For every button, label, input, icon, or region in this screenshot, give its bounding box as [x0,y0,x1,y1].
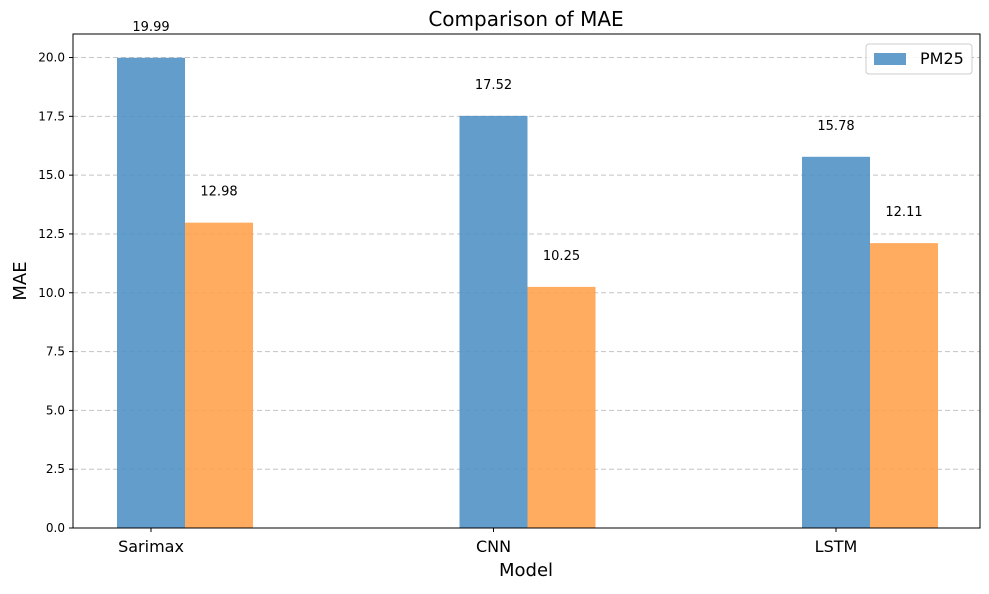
y-tick-label: 17.5 [38,109,65,123]
legend-label: PM25 [920,49,964,68]
y-tick-label: 10.0 [38,286,65,300]
legend-box [865,43,973,75]
axes: 0.0 2.5 5.0 7.5 10.0 12.5 15.0 17.5 20.0 Sarimax C… [38,33,981,556]
y-axis-label: MAE [10,261,31,300]
y-tick-label: 7.5 [46,345,65,359]
bar-cnn-series-1 [459,115,528,528]
x-tick-label: LSTM [815,537,858,556]
legend: PM25 [865,43,973,75]
y-tick-label: 2.5 [46,462,65,476]
y-tick-label: 15.0 [38,168,65,182]
bar-lstm-series-2 [870,243,938,529]
value-label: 12.11 [885,205,922,220]
bars [117,57,938,529]
bar-cnn-series-2 [527,286,596,528]
legend-swatch [874,53,906,65]
value-label: 15.78 [817,119,854,134]
y-tick-label: 12.5 [38,227,65,241]
y-tick-label: 5.0 [46,403,65,417]
value-labels: 19.99 17.52 15.78 12.98 10.25 12.11 [132,20,922,264]
x-tick-label: Sarimax [118,537,184,556]
plot-frame [72,33,981,529]
y-tick-label: 20.0 [38,51,65,65]
bar-sarimax-series-2 [185,222,253,528]
x-axis-label: Model [499,560,553,581]
value-label: 17.52 [475,78,512,93]
y-tick-label: 0.0 [46,521,65,535]
chart-title: Comparison of MAE [428,7,623,31]
x-tick-label: CNN [476,537,511,556]
bar-lstm-series-1 [802,156,870,528]
bar-sarimax-series-1 [117,57,185,529]
value-label: 10.25 [543,249,580,264]
value-label: 19.99 [132,20,169,35]
value-label: 12.98 [200,185,237,200]
